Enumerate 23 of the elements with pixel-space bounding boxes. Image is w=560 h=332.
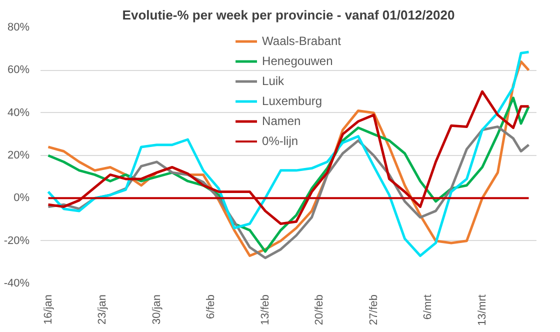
- x-tick-label: 23/jan: [96, 294, 108, 324]
- x-tick-label: 6/mrt: [422, 294, 434, 320]
- legend-label: Luik: [262, 74, 284, 88]
- y-tick-label: 40%: [7, 106, 30, 119]
- y-tick-label: 80%: [7, 22, 30, 34]
- legend-label: Henegouwen: [262, 54, 333, 68]
- legend-label: Namen: [262, 114, 301, 128]
- y-tick-label: 60%: [7, 64, 30, 76]
- x-tick-label: 13/mrt: [476, 294, 488, 326]
- y-tick-label: 20%: [7, 150, 30, 162]
- x-tick-label: 20/feb: [314, 294, 326, 326]
- x-tick-label: 30/jan: [150, 294, 163, 324]
- y-tick-label: -20%: [4, 234, 30, 247]
- legend-label: Waals-Brabant: [262, 34, 341, 48]
- x-tick-label: 27/feb: [368, 294, 380, 326]
- legend-label: Luxemburg: [262, 94, 322, 108]
- x-tick-label: 13/feb: [259, 294, 272, 326]
- x-tick-label: 16/jan: [42, 294, 54, 324]
- legend-label: 0%-lijn: [262, 134, 298, 148]
- y-tick-label: -40%: [4, 278, 30, 290]
- chart-title: Evolutie-% per week per provincie - vanaf 01/012/2020: [122, 8, 455, 22]
- x-tick-label: 6/feb: [205, 294, 217, 319]
- y-tick-label: 0%: [14, 192, 30, 204]
